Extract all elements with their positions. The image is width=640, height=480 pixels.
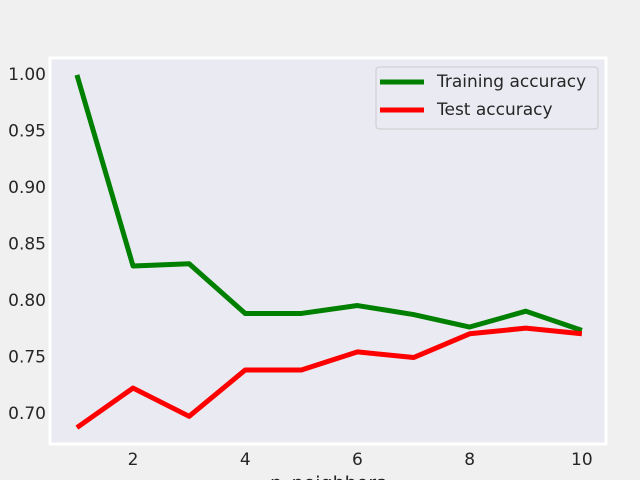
y-tick-label: 0.80 — [8, 291, 46, 311]
x-tick-label: 6 — [352, 450, 363, 470]
x-tick-label: 4 — [240, 450, 251, 470]
line — [74, 74, 583, 333]
legend-label: Training accuracy — [436, 72, 586, 92]
y-tick-label: 1.00 — [8, 65, 46, 85]
y-tick-label: 0.90 — [8, 178, 46, 198]
x-tick-label: 8 — [464, 450, 475, 470]
x-tick-label: 10 — [571, 450, 593, 470]
y-tick-label: 0.75 — [8, 348, 46, 368]
y-tick-label: 0.70 — [8, 404, 46, 424]
x-axis-label: n_neighbors — [270, 473, 386, 480]
x-tick-label: 2 — [128, 450, 139, 470]
legend-label: Test accuracy — [436, 100, 553, 120]
legend-box — [375, 66, 599, 130]
y-tick-label: 0.95 — [8, 121, 46, 141]
line — [75, 325, 583, 430]
y-tick-label: 0.85 — [8, 235, 46, 255]
